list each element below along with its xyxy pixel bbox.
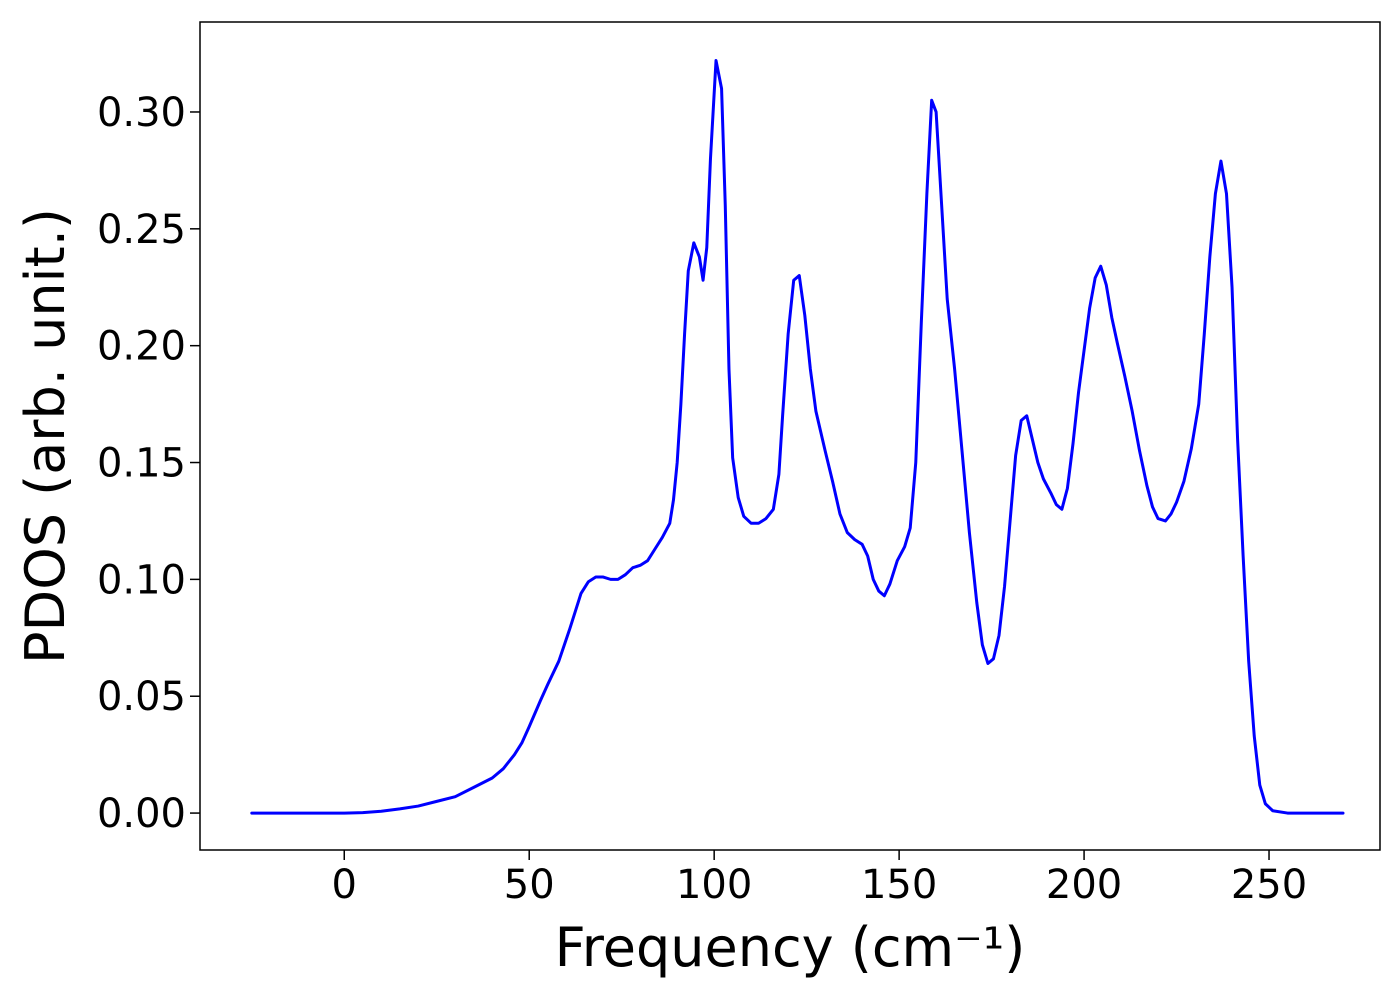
y-tick-label: 0.05 [97, 674, 186, 720]
y-tick-label: 0.15 [97, 441, 186, 487]
pdos-series-line [250, 59, 1345, 815]
y-tick-label: 0.00 [97, 791, 186, 837]
x-axis-title: Frequency (cm⁻¹) [555, 916, 1026, 979]
y-tick-label: 0.30 [97, 90, 186, 136]
x-axis: 0 50 100 150 200 250 [332, 850, 1307, 908]
x-tick-label: 150 [861, 862, 937, 908]
y-tick-label: 0.25 [97, 207, 186, 253]
x-tick-label: 250 [1231, 862, 1307, 908]
y-tick-label: 0.10 [97, 557, 186, 603]
x-tick-label: 0 [332, 862, 357, 908]
y-tick-label: 0.20 [97, 324, 186, 370]
x-tick-label: 50 [504, 862, 555, 908]
x-tick-label: 200 [1046, 862, 1122, 908]
y-axis-title: PDOS (arb. unit.) [14, 208, 77, 664]
plot-area-frame [199, 21, 1381, 851]
y-axis: 0.00 0.05 0.10 0.15 0.20 0.25 0.30 [97, 90, 200, 837]
x-tick-label: 100 [676, 862, 752, 908]
